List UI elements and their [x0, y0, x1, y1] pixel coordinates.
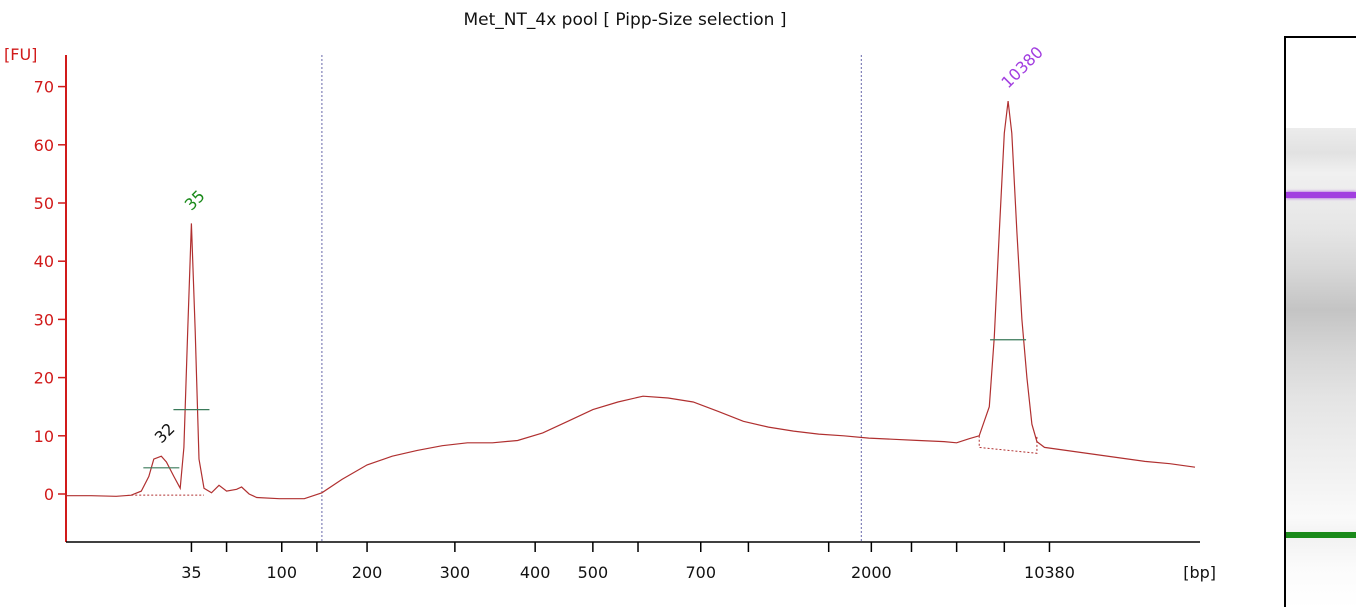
y-tick-label: 20	[34, 369, 54, 388]
lower-marker-band	[1286, 532, 1356, 538]
x-axis: 35 100 200 300 400 500 700 2000 10380 [bp]	[66, 541, 1216, 582]
y-tick-label: 30	[34, 310, 54, 329]
region-boundaries	[321, 55, 862, 542]
y-axis-label: [FU]	[4, 45, 37, 64]
peak-annotations: 35 32 10380	[143, 43, 1047, 469]
y-tick-label: 40	[34, 252, 54, 271]
y-axis: [FU] 0 10 20 30 40 50 60 70	[4, 45, 67, 542]
x-tick-label: 35	[181, 563, 201, 582]
x-tick-label: 300	[440, 563, 471, 582]
y-tick-label: 0	[44, 485, 54, 504]
x-axis-label: [bp]	[1183, 563, 1216, 582]
x-tick-label: 400	[520, 563, 551, 582]
x-tick-label: 200	[352, 563, 383, 582]
x-tick-label: 2000	[851, 563, 892, 582]
y-tick-label: 10	[34, 427, 54, 446]
trace-line	[66, 101, 1196, 500]
trace-area	[66, 101, 1196, 500]
chart-title: Met_NT_4x pool [ Pipp-Size selection ]	[464, 10, 787, 30]
electropherogram-chart: Met_NT_4x pool [ Pipp-Size selection ] […	[4, 10, 1216, 582]
x-tick-label: 10380	[1024, 563, 1075, 582]
peak-label: 10380	[997, 43, 1046, 92]
x-tick-label: 500	[578, 563, 609, 582]
y-tick-label: 50	[34, 194, 54, 213]
gel-lane	[1286, 128, 1356, 607]
upper-marker-band	[1286, 192, 1356, 198]
x-tick-label: 100	[266, 563, 297, 582]
y-tick-label: 70	[34, 78, 54, 97]
gel-image	[1284, 36, 1356, 607]
peak-label: 32	[151, 419, 179, 447]
peak-baseline	[978, 435, 1038, 454]
peak-label: 35	[181, 186, 209, 214]
y-tick-label: 60	[34, 136, 54, 155]
x-tick-label: 700	[685, 563, 716, 582]
